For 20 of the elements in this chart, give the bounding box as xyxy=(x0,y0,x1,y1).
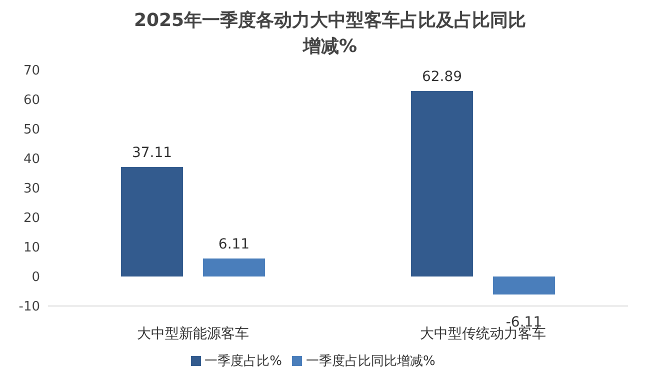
chart-title: 2025年一季度各动力大中型客车占比及占比同比增减% xyxy=(132,9,528,59)
bar xyxy=(411,90,473,276)
y-tick-label: -10 xyxy=(18,300,40,315)
bar xyxy=(493,276,555,295)
legend-label: 一季度占比同比增减% xyxy=(306,354,436,369)
y-tick-label: 0 xyxy=(32,270,40,286)
bar xyxy=(121,167,183,276)
y-tick-label: 20 xyxy=(23,211,40,226)
x-tick-label: 大中型新能源客车 xyxy=(137,326,249,342)
y-tick-label: 30 xyxy=(23,182,40,197)
data-label: 62.89 xyxy=(422,68,462,85)
y-tick-label: 10 xyxy=(23,240,40,256)
data-label: 6.11 xyxy=(218,236,250,252)
y-tick-label: 60 xyxy=(23,93,40,108)
bar xyxy=(203,258,265,276)
y-tick-label: 50 xyxy=(23,122,40,138)
y-tick-label: 70 xyxy=(23,64,40,79)
y-tick-label: 40 xyxy=(23,152,40,168)
data-label: 37.11 xyxy=(132,145,172,162)
legend-label: 一季度占比% xyxy=(204,354,282,369)
